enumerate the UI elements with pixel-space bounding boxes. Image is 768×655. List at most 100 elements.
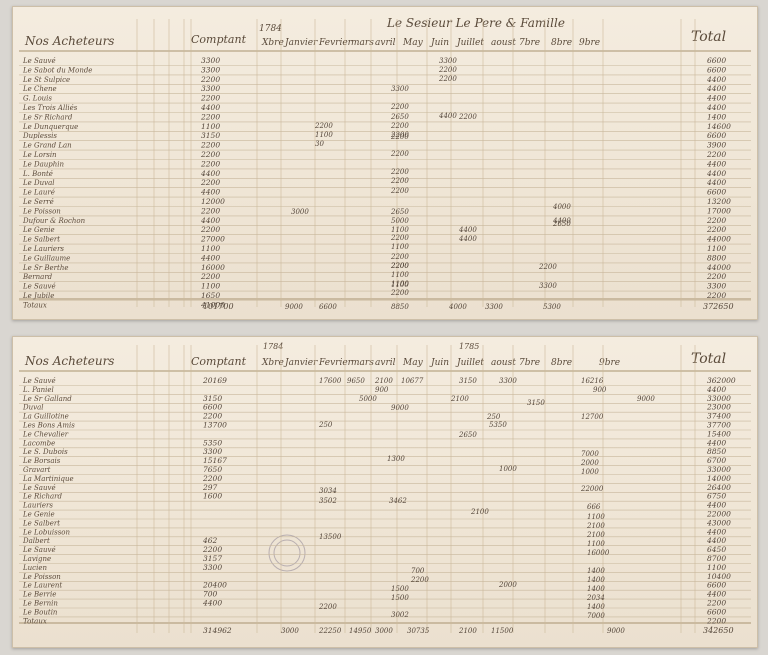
row-comptant: 4400 bbox=[200, 253, 220, 262]
month-value: 1400 bbox=[587, 576, 605, 584]
row-name: Le Lorsin bbox=[22, 151, 57, 159]
month-value: 666 bbox=[587, 503, 601, 511]
row-total: 23000 bbox=[706, 403, 731, 412]
month-value: 3300 bbox=[391, 85, 409, 93]
row-name: Totaux bbox=[23, 301, 47, 309]
row-name: Le Chevalier bbox=[22, 430, 69, 438]
row-total: 8850 bbox=[707, 447, 726, 456]
month-value: 2200 bbox=[438, 66, 457, 74]
month-value: 900 bbox=[593, 386, 607, 394]
month-value: 2100 bbox=[374, 377, 393, 385]
month-value: 1400 bbox=[587, 603, 605, 611]
month-value: 2200 bbox=[314, 122, 333, 130]
col-header-7bre-2: 7bre bbox=[519, 358, 540, 368]
month-value: 2200 bbox=[318, 603, 337, 611]
month-value: 3150 bbox=[527, 399, 545, 407]
row-comptant: 3150 bbox=[203, 394, 222, 403]
month-value: 9000 bbox=[391, 404, 409, 412]
row-comptant: 4400 bbox=[200, 169, 220, 178]
row-comptant: 3300 bbox=[203, 563, 222, 572]
row-comptant: 3300 bbox=[201, 56, 220, 65]
row-total: 1400 bbox=[707, 112, 726, 121]
row-name: La Martinique bbox=[22, 475, 74, 483]
row-total: 6600 bbox=[707, 607, 726, 616]
month-value: 250 bbox=[318, 421, 333, 429]
row-total: 44000 bbox=[706, 263, 731, 272]
row-name: Le Dauphin bbox=[22, 160, 65, 168]
month-value: 2100 bbox=[586, 522, 605, 530]
row-name: Le Sr Richard bbox=[22, 113, 73, 121]
month-value: 3502 bbox=[319, 497, 337, 505]
month-value: 1400 bbox=[587, 567, 605, 575]
row-name: Bernard bbox=[22, 273, 53, 281]
month-value: 1500 bbox=[391, 594, 409, 602]
row-comptant: 3300 bbox=[203, 447, 222, 456]
month-value: 7000 bbox=[581, 450, 599, 458]
row-comptant: 1650 bbox=[201, 291, 220, 300]
month-value: 3034 bbox=[319, 487, 337, 495]
row-name: Le St Sulpice bbox=[22, 76, 70, 84]
row-name: Le Bernin bbox=[22, 600, 58, 608]
month-value: 2650 bbox=[390, 113, 409, 121]
row-name: Les Bons Amis bbox=[22, 422, 75, 430]
row-total: 13200 bbox=[707, 197, 731, 206]
row-comptant: 462 bbox=[202, 536, 218, 545]
column-sum: 8850 bbox=[391, 303, 409, 311]
row-total: 6600 bbox=[707, 581, 726, 590]
month-value: 1500 bbox=[391, 585, 409, 593]
month-value: 5000 bbox=[391, 217, 409, 225]
month-value: 2200 bbox=[390, 262, 409, 270]
row-name: Le Guillaume bbox=[22, 254, 70, 262]
month-value: 2000 bbox=[498, 581, 517, 589]
row-name: Le Sabot du Monde bbox=[22, 66, 92, 74]
month-value: 2200 bbox=[390, 131, 409, 139]
row-comptant: 2200 bbox=[200, 272, 220, 281]
row-total: 22000 bbox=[706, 510, 731, 519]
row-total: 4400 bbox=[706, 94, 726, 103]
row-name: Le Richard bbox=[22, 493, 62, 501]
row-total: 37400 bbox=[707, 412, 731, 421]
column-sum: 9000 bbox=[285, 303, 303, 311]
row-name: Lavigne bbox=[22, 555, 51, 563]
row-comptant: 3150 bbox=[201, 131, 220, 140]
row-comptant: 6600 bbox=[203, 403, 222, 412]
row-total: 2200 bbox=[706, 272, 726, 281]
month-value: 9650 bbox=[347, 377, 365, 385]
row-total: 8700 bbox=[707, 554, 726, 563]
row-comptant: 27000 bbox=[200, 235, 225, 244]
column-sum: 22250 bbox=[318, 627, 342, 635]
month-value: 7000 bbox=[587, 612, 605, 620]
month-value: 2200 bbox=[390, 234, 409, 242]
month-value: 16216 bbox=[581, 377, 604, 385]
row-total: 33000 bbox=[707, 465, 731, 474]
col-header-total: Total bbox=[691, 29, 726, 45]
row-name: Le Grand Lan bbox=[22, 142, 72, 150]
month-value: 1400 bbox=[587, 585, 605, 593]
col-header-juillet: Juillet bbox=[455, 38, 484, 48]
month-value: 3000 bbox=[291, 208, 309, 216]
row-comptant: 15167 bbox=[203, 456, 227, 465]
column-sum: 30735 bbox=[407, 627, 430, 635]
row-total: 1100 bbox=[707, 244, 726, 253]
row-total: 2200 bbox=[706, 225, 726, 234]
row-name: Le Sr Galland bbox=[22, 395, 72, 403]
sum-total: 342650 bbox=[703, 626, 734, 635]
month-value: 1100 bbox=[391, 226, 409, 234]
row-comptant: 2200 bbox=[200, 178, 220, 187]
row-name: Le Lobuisson bbox=[22, 528, 71, 536]
month-value: 2200 bbox=[390, 150, 409, 158]
month-value: 2034 bbox=[586, 594, 605, 602]
row-name: G. Louis bbox=[23, 95, 52, 103]
month-value: 5350 bbox=[489, 421, 507, 429]
row-name: Le S. Dubois bbox=[22, 448, 68, 456]
row-name: Le Sauvé bbox=[22, 283, 56, 291]
library-stamp bbox=[268, 534, 306, 572]
month-value: 1100 bbox=[391, 280, 409, 288]
row-comptant: 3300 bbox=[201, 65, 220, 74]
month-value: 3300 bbox=[499, 377, 517, 385]
row-name: Le Salbert bbox=[22, 519, 60, 527]
col-header-juin-2: Juin bbox=[429, 358, 449, 368]
row-total: 4400 bbox=[706, 501, 726, 510]
row-total: 362000 bbox=[707, 376, 736, 385]
row-comptant: 5350 bbox=[203, 438, 222, 447]
